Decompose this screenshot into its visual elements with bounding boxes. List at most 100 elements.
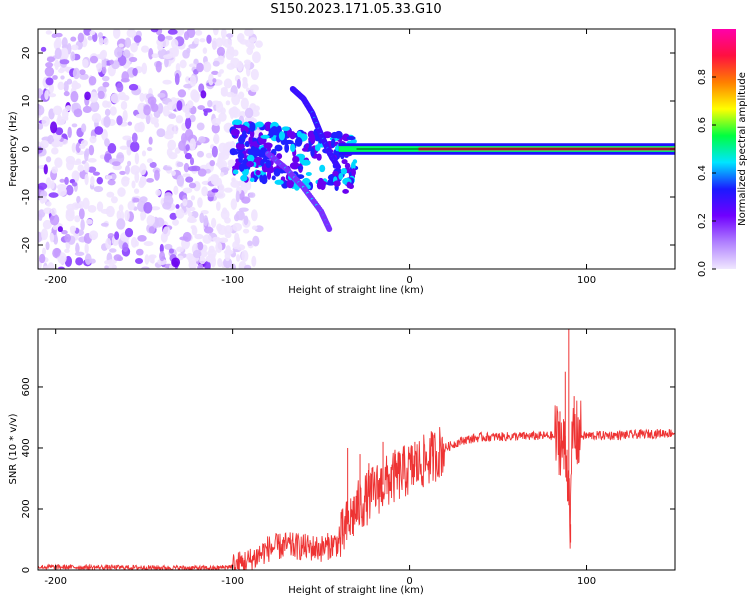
noise-blob xyxy=(70,91,79,103)
signal-blob xyxy=(237,152,245,159)
noise-blob xyxy=(105,238,112,250)
noise-blob xyxy=(121,71,129,83)
noise-blob xyxy=(64,233,71,243)
signal-blob xyxy=(330,138,336,148)
colorbar-label: Normalized spectral amplitude xyxy=(737,72,748,226)
noise-blob xyxy=(89,30,96,36)
noise-blob xyxy=(50,207,57,217)
noise-blob xyxy=(84,161,90,173)
noise-blob xyxy=(109,106,117,116)
signal-blob xyxy=(248,136,253,145)
noise-blob xyxy=(194,233,204,240)
noise-blob xyxy=(167,29,178,35)
noise-blob xyxy=(49,213,60,226)
noise-blob xyxy=(227,159,236,168)
noise-blob xyxy=(155,217,165,228)
noise-blob xyxy=(202,234,212,244)
noise-blob xyxy=(150,116,159,125)
noise-blob xyxy=(106,191,115,198)
top-ylabel: Frequency (Hz) xyxy=(8,111,19,187)
noise-blob xyxy=(243,215,249,226)
noise-blob xyxy=(101,129,108,141)
noise-blob xyxy=(244,29,254,37)
noise-blob xyxy=(187,215,196,223)
noise-blob xyxy=(112,29,121,39)
colorbar: 0.0 0.2 0.4 0.6 0.8 Normalized spectral ampl… xyxy=(697,29,748,277)
noise-blob xyxy=(144,254,150,265)
noise-blob xyxy=(223,257,233,269)
noise-blob xyxy=(247,240,253,247)
noise-blob xyxy=(42,265,50,269)
noise-blob xyxy=(230,57,240,69)
noise-blob xyxy=(38,104,45,116)
noise-blob xyxy=(45,30,52,35)
noise-blob xyxy=(40,190,48,198)
signal-blob xyxy=(310,147,315,157)
noise-blob xyxy=(43,207,53,214)
noise-blob xyxy=(210,255,216,268)
noise-blob xyxy=(171,38,179,49)
noise-blob xyxy=(116,82,124,93)
noise-blob xyxy=(186,29,196,39)
noise-blob xyxy=(104,138,110,147)
signal-blob xyxy=(260,159,265,167)
signal-blob xyxy=(274,179,284,185)
noise-blob xyxy=(111,161,121,167)
noise-blob xyxy=(157,103,164,114)
noise-blob xyxy=(91,112,102,123)
noise-blob xyxy=(145,114,151,125)
noise-blob xyxy=(98,37,104,46)
signal-blob xyxy=(300,159,311,166)
noise-blob xyxy=(143,241,154,247)
noise-blob xyxy=(107,143,117,154)
noise-blob xyxy=(238,91,245,100)
noise-blob xyxy=(212,236,221,242)
noise-blob xyxy=(186,252,194,261)
noise-blob xyxy=(43,164,48,175)
signal-blob xyxy=(341,159,348,165)
noise-blob xyxy=(80,139,88,147)
noise-blob xyxy=(150,206,161,211)
noise-blob xyxy=(201,186,208,197)
noise-blob xyxy=(88,75,97,86)
signal-blob xyxy=(262,174,268,182)
noise-blob xyxy=(124,37,132,48)
noise-blob xyxy=(54,47,62,60)
noise-blob xyxy=(74,215,81,223)
signal-blob xyxy=(230,128,240,136)
noise-blob xyxy=(113,254,122,261)
noise-blob xyxy=(71,80,79,91)
top-xlabel: Height of straight line (km) xyxy=(288,285,424,296)
signal-blob xyxy=(259,174,264,183)
noise-blob xyxy=(65,155,76,164)
noise-blob xyxy=(218,237,229,243)
noise-blob xyxy=(241,250,249,262)
noise-blob xyxy=(133,188,140,194)
noise-blob xyxy=(220,167,230,173)
noise-blob xyxy=(61,229,68,235)
noise-blob xyxy=(54,248,61,257)
noise-blob xyxy=(217,71,222,78)
signal-blob xyxy=(265,159,272,169)
noise-blob xyxy=(64,248,70,254)
signal-blob xyxy=(271,175,276,181)
noise-blob xyxy=(174,147,181,154)
noise-blob xyxy=(212,60,220,67)
noise-blob xyxy=(51,33,58,39)
noise-blob xyxy=(197,241,204,251)
noise-blob xyxy=(211,37,218,50)
noise-blob xyxy=(200,90,207,99)
noise-blob xyxy=(236,78,241,89)
noise-blob xyxy=(197,197,203,208)
noise-blob xyxy=(132,197,140,203)
noise-blob xyxy=(218,112,227,122)
bottom-x-tick-label: 100 xyxy=(577,576,596,587)
bottom-x-tick-label: 0 xyxy=(406,576,412,587)
signal-blob xyxy=(346,181,352,189)
noise-blob xyxy=(114,47,123,58)
signal-blob xyxy=(340,168,348,175)
top-y-tick-label: 20 xyxy=(21,47,32,60)
noise-blob xyxy=(235,254,241,262)
signal-blob xyxy=(286,179,295,189)
